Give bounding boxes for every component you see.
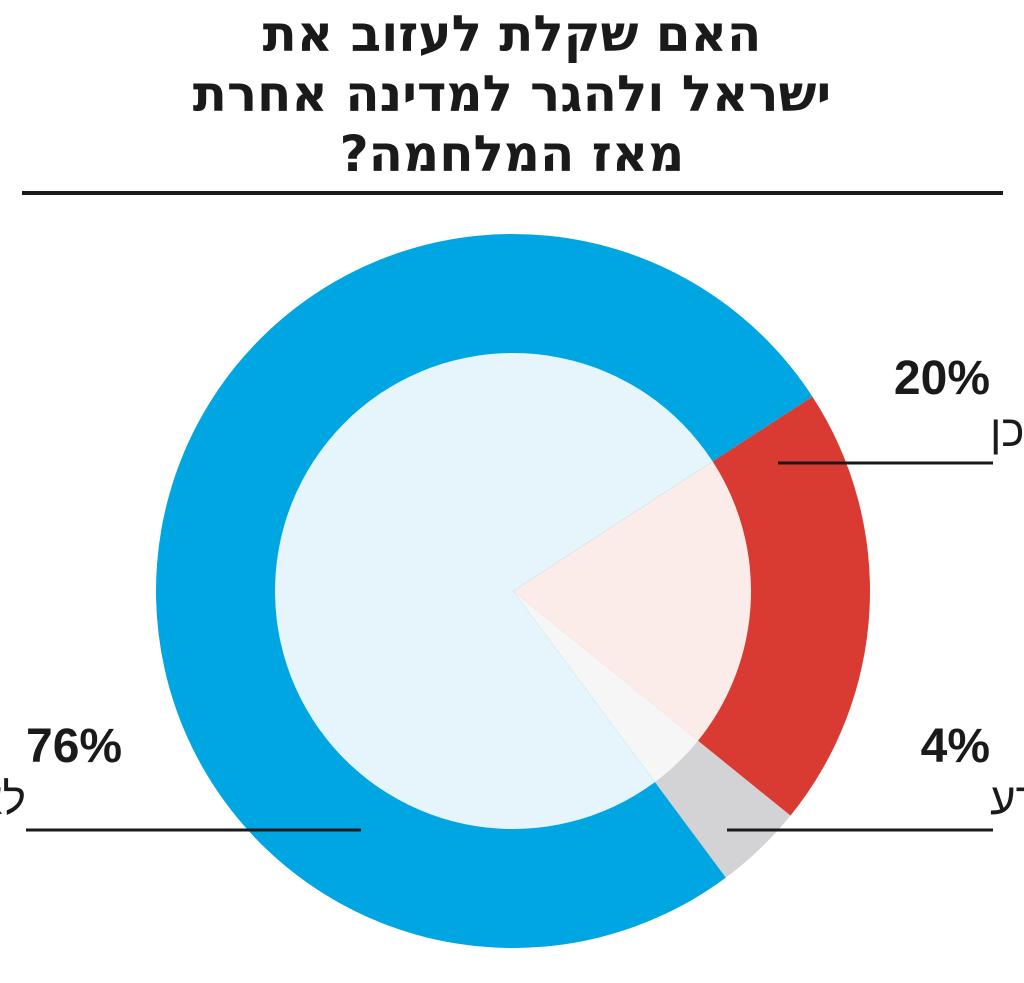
slice-1-value-label: 20% xyxy=(894,352,990,405)
title-line-3: מאז המלחמה? xyxy=(339,125,685,183)
slice-1-category-label: כן xyxy=(990,407,1024,456)
title-line-2: ישראל ולהגר למדינה אחרת xyxy=(192,65,832,123)
chart-title: האם שקלת לעזוב את ישראל ולהגר למדינה אחר… xyxy=(0,4,1024,184)
slice-1-inner xyxy=(513,461,752,741)
slice-2-inner xyxy=(513,591,698,783)
slice-3-inner xyxy=(275,353,713,829)
title-line-1: האם שקלת לעזוב את xyxy=(262,5,762,63)
slice-2-category-label: לא יודע xyxy=(990,775,1024,824)
slice-3-category-label: לא xyxy=(0,775,26,824)
slice-3-value-label: 76% xyxy=(26,720,122,773)
title-divider xyxy=(22,191,1003,195)
slice-2-value-label: 4% xyxy=(921,720,990,773)
